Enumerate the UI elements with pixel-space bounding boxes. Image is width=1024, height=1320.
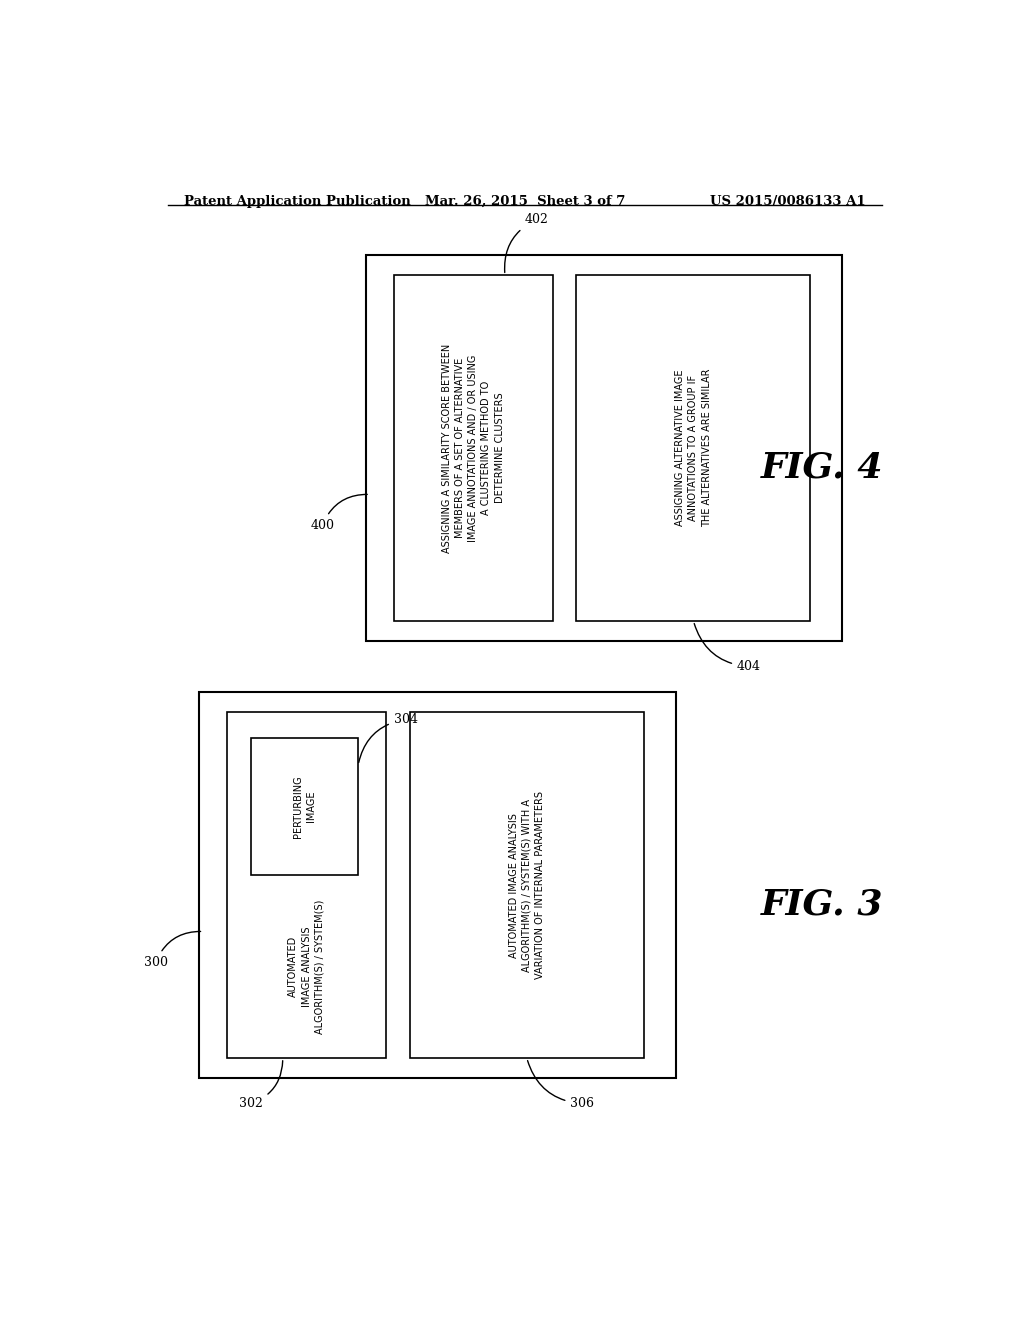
Text: Mar. 26, 2015  Sheet 3 of 7: Mar. 26, 2015 Sheet 3 of 7 [425, 195, 625, 209]
Text: FIG. 3: FIG. 3 [761, 887, 884, 921]
Bar [251, 738, 358, 875]
Text: ASSIGNING ALTERNATIVE IMAGE
ANNOTATIONS TO A GROUP IF
THE ALTERNATIVES ARE SIMIL: ASSIGNING ALTERNATIVE IMAGE ANNOTATIONS … [675, 368, 712, 527]
Text: 306: 306 [527, 1060, 594, 1110]
Text: US 2015/0086133 A1: US 2015/0086133 A1 [711, 195, 866, 209]
Text: PERTURBING
IMAGE: PERTURBING IMAGE [293, 775, 316, 838]
Text: 400: 400 [310, 495, 368, 532]
Text: 304: 304 [358, 713, 418, 763]
Bar [577, 276, 811, 620]
Bar [367, 255, 842, 642]
Text: AUTOMATED IMAGE ANALYSIS
ALGORITHM(S) / SYSTEM(S) WITH A
VARIATION OF INTERNAL P: AUTOMATED IMAGE ANALYSIS ALGORITHM(S) / … [509, 791, 545, 979]
Text: Patent Application Publication: Patent Application Publication [183, 195, 411, 209]
Bar [200, 692, 676, 1078]
Text: FIG. 4: FIG. 4 [761, 450, 884, 484]
Bar [227, 713, 386, 1057]
Text: 302: 302 [239, 1061, 283, 1110]
Bar [394, 276, 553, 620]
Text: ASSIGNING A SIMILARITY SCORE BETWEEN
MEMBERS OF A SET OF ALTERNATIVE
IMAGE ANNOT: ASSIGNING A SIMILARITY SCORE BETWEEN MEM… [441, 343, 505, 553]
Text: 402: 402 [505, 213, 549, 272]
Text: AUTOMATED
IMAGE ANALYSIS
ALGORITHM(S) / SYSTEM(S): AUTOMATED IMAGE ANALYSIS ALGORITHM(S) / … [289, 899, 325, 1034]
Text: 404: 404 [694, 623, 761, 673]
Bar [410, 713, 644, 1057]
Text: 300: 300 [143, 932, 201, 969]
